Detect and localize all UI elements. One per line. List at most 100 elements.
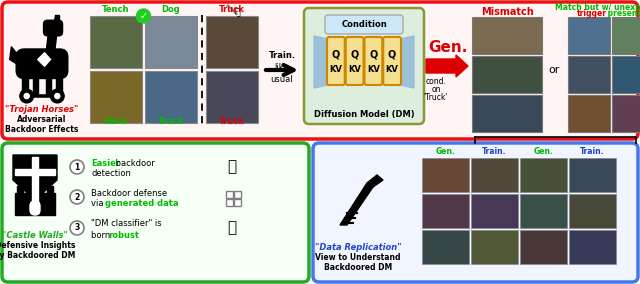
Polygon shape <box>340 183 373 225</box>
Text: Defensive Insights: Defensive Insights <box>0 241 75 250</box>
Text: Dog: Dog <box>162 5 180 14</box>
Bar <box>520 158 567 192</box>
Text: Horn: Horn <box>104 117 127 126</box>
Text: Q: Q <box>388 49 396 59</box>
Circle shape <box>70 221 84 235</box>
Bar <box>15 169 55 175</box>
FancyBboxPatch shape <box>2 2 638 139</box>
Text: Truck: Truck <box>219 5 245 14</box>
Text: Truck: Truck <box>219 117 245 126</box>
Polygon shape <box>13 155 57 200</box>
Text: on: on <box>431 85 441 95</box>
Text: Tench: Tench <box>102 5 130 14</box>
Bar <box>472 56 542 93</box>
Text: "DM classifier" is: "DM classifier" is <box>91 220 162 229</box>
Text: cond.: cond. <box>426 78 447 87</box>
Circle shape <box>20 89 33 103</box>
Text: Condition: Condition <box>341 20 387 29</box>
Bar <box>90 71 142 123</box>
Text: Gen.: Gen. <box>534 147 554 156</box>
Text: Backdoor Effects: Backdoor Effects <box>5 124 79 133</box>
Bar <box>17 186 23 193</box>
Text: KV: KV <box>386 65 399 74</box>
Text: "Castle Walls": "Castle Walls" <box>2 231 68 241</box>
Text: 🔍: 🔍 <box>227 160 237 174</box>
FancyBboxPatch shape <box>365 37 382 85</box>
Text: backdoor: backdoor <box>113 158 155 168</box>
Bar <box>569 230 616 264</box>
Circle shape <box>136 9 150 23</box>
Bar <box>569 194 616 228</box>
Text: like: like <box>275 64 289 72</box>
Bar <box>568 95 610 132</box>
Polygon shape <box>400 36 414 88</box>
Bar <box>145 71 197 123</box>
Polygon shape <box>46 30 58 51</box>
Text: 'Truck': 'Truck' <box>424 93 448 103</box>
FancyBboxPatch shape <box>16 49 68 78</box>
Text: Q: Q <box>351 49 359 59</box>
FancyBboxPatch shape <box>313 143 638 282</box>
Bar <box>422 194 469 228</box>
Text: Q: Q <box>369 49 378 59</box>
Text: generated data: generated data <box>105 199 179 208</box>
Bar <box>47 186 53 193</box>
Polygon shape <box>54 15 59 21</box>
Polygon shape <box>314 36 328 88</box>
FancyBboxPatch shape <box>30 201 40 215</box>
Text: KV: KV <box>367 65 380 74</box>
Bar <box>46 76 51 93</box>
Bar <box>90 16 142 68</box>
Text: Diffusion Model (DM): Diffusion Model (DM) <box>314 110 414 118</box>
Bar <box>520 194 567 228</box>
Bar <box>569 158 616 192</box>
Text: via: via <box>91 199 106 208</box>
Circle shape <box>70 190 84 204</box>
FancyBboxPatch shape <box>383 37 401 85</box>
Text: 2: 2 <box>74 193 79 202</box>
FancyArrow shape <box>426 55 468 77</box>
Bar <box>206 71 258 123</box>
Text: Backdoor defense: Backdoor defense <box>91 189 167 197</box>
Text: "Trojan Horses": "Trojan Horses" <box>5 105 79 114</box>
FancyBboxPatch shape <box>304 8 424 124</box>
Circle shape <box>70 160 84 174</box>
Text: Easier: Easier <box>91 158 120 168</box>
Bar <box>422 230 469 264</box>
Text: or: or <box>548 65 560 75</box>
Bar <box>568 17 610 54</box>
Text: Q: Q <box>332 49 340 59</box>
Text: 🔴: 🔴 <box>234 6 240 16</box>
Text: View to Understand: View to Understand <box>316 254 401 262</box>
Text: Train.: Train. <box>483 147 507 156</box>
Bar <box>422 158 469 192</box>
Text: Backdoored DM: Backdoored DM <box>324 262 392 272</box>
Bar <box>471 194 518 228</box>
Text: Train.: Train. <box>268 51 296 60</box>
Polygon shape <box>10 47 18 64</box>
Text: trigger: trigger <box>577 9 607 18</box>
Text: Match but w/ unexpected: Match but w/ unexpected <box>555 3 640 11</box>
Bar <box>32 157 38 203</box>
Bar <box>612 56 640 93</box>
Text: born: born <box>91 231 113 239</box>
Polygon shape <box>38 53 51 66</box>
Bar <box>22 76 28 93</box>
Text: detection: detection <box>91 170 131 179</box>
FancyBboxPatch shape <box>44 20 63 36</box>
Text: 3: 3 <box>74 224 79 233</box>
Bar <box>612 17 640 54</box>
Bar <box>472 17 542 54</box>
Bar <box>520 230 567 264</box>
Text: Truck: Truck <box>158 117 184 126</box>
FancyBboxPatch shape <box>327 37 345 85</box>
Text: Gen.: Gen. <box>436 147 456 156</box>
Bar <box>27 186 33 193</box>
Text: Gen.: Gen. <box>428 41 467 55</box>
Bar <box>206 16 258 68</box>
Text: ✓: ✓ <box>140 11 148 21</box>
FancyBboxPatch shape <box>346 37 364 85</box>
FancyBboxPatch shape <box>325 15 403 34</box>
Bar <box>471 230 518 264</box>
Circle shape <box>55 93 60 99</box>
